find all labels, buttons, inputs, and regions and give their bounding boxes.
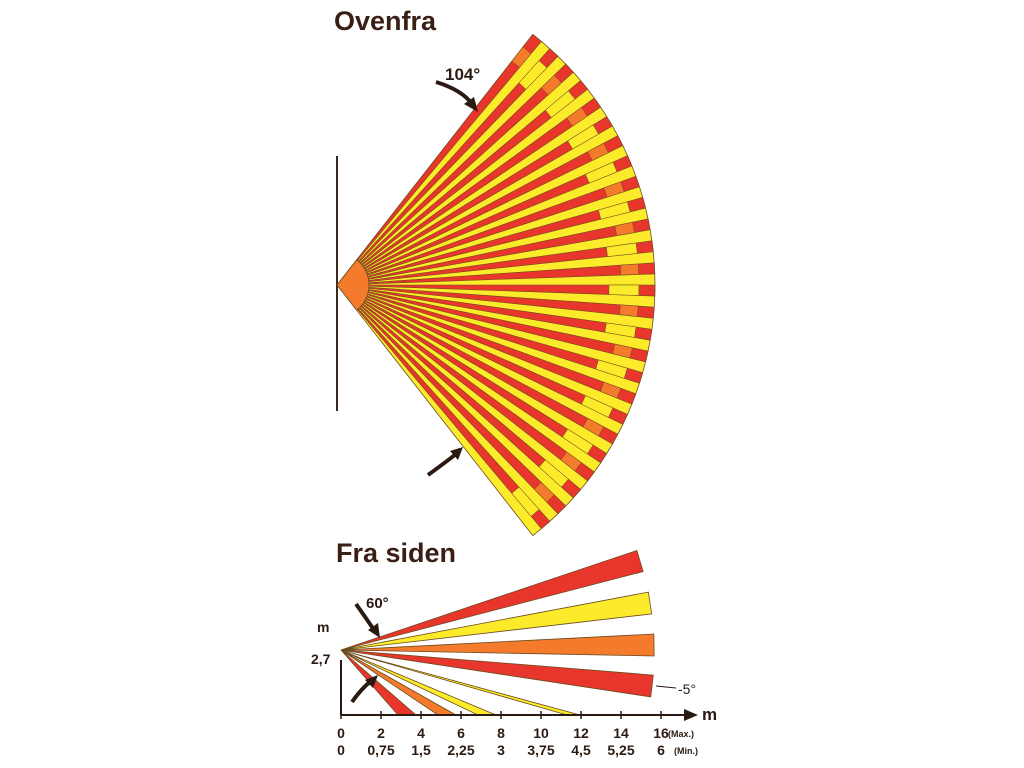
fan-rim-block	[533, 481, 555, 503]
fan-rim-block	[608, 284, 640, 296]
fan-beam-red	[336, 284, 655, 319]
fan-beam-red	[336, 116, 613, 286]
fan-beam-red	[336, 284, 582, 499]
fan-rim-block	[612, 343, 633, 359]
min-tick-label: 6	[657, 742, 665, 758]
fan-beam-red	[336, 155, 633, 286]
fan-rim-block	[619, 304, 639, 317]
fan-beam-red	[336, 240, 654, 286]
fan-beam-red	[336, 284, 628, 425]
min-tick-label: 5,25	[607, 742, 634, 758]
fan-rim-block	[511, 486, 540, 517]
max-tick-label: 14	[613, 725, 629, 741]
fan-rim-block	[545, 90, 576, 118]
fan-rim-block	[595, 359, 628, 379]
top-view-fan	[336, 33, 656, 537]
min-tick-label: 2,25	[447, 742, 474, 758]
max-tick-label: 4	[417, 725, 425, 741]
fan-beam-red	[336, 196, 646, 286]
fan-beam-red	[336, 33, 542, 286]
min-tick-label: 4,5	[571, 742, 591, 758]
fan-rim-block	[540, 74, 562, 96]
fan-rim-block	[562, 428, 594, 455]
max-tick-label: 0	[337, 725, 345, 741]
fan-rim-block	[581, 395, 614, 418]
min-tick-label: 0,75	[367, 742, 394, 758]
min-tick-label: 0	[337, 742, 345, 758]
fan-rim-block	[538, 459, 569, 488]
fan-rim-block	[587, 142, 609, 161]
fan-rim-block	[585, 161, 618, 184]
fan-rim-block	[518, 60, 548, 90]
max-tick-label: 2	[377, 725, 385, 741]
min-tick-label: 3	[497, 742, 505, 758]
fan-rim-block	[603, 181, 625, 198]
fan-rim-block	[604, 322, 637, 338]
fan-beam-red	[336, 284, 619, 445]
fan-beam-red	[336, 284, 595, 482]
fan-rim-block	[511, 46, 532, 68]
fan-beam-red	[336, 63, 574, 286]
fan-rim-block	[567, 124, 599, 150]
side-beam-2	[340, 591, 653, 651]
angle-arrow-top	[435, 80, 474, 106]
fan-rim-block	[599, 381, 622, 399]
min-tick-label: 1,5	[411, 742, 431, 758]
side-angle-arrowhead-bottom	[365, 675, 378, 688]
min-tick-label: 3,75	[527, 742, 554, 758]
tilt-callout-line	[655, 685, 677, 689]
distance-axis-arrowhead	[684, 709, 698, 721]
fan-beam-red	[336, 284, 644, 384]
side-beam-3	[340, 633, 655, 657]
max-tick-label: 12	[573, 725, 589, 741]
fan-beam-red	[336, 97, 602, 286]
min-row-label: (Min.)	[674, 746, 698, 756]
distance-unit-label: m	[702, 705, 717, 724]
fan-beam-red	[336, 284, 608, 464]
side-angle-arrow-bottom	[350, 680, 372, 704]
fan-rim-block	[582, 417, 604, 437]
fan-beam-red	[336, 284, 649, 363]
fan-beam-red	[336, 284, 653, 341]
max-tick-label: 16	[653, 725, 669, 741]
angle-arrowhead-bottom	[450, 447, 463, 460]
max-tick-label: 10	[533, 725, 549, 741]
side-view-beams	[340, 549, 655, 716]
fan-rim-block	[560, 451, 582, 472]
angle-arrowhead-top	[464, 97, 478, 112]
fan-beam-red	[336, 80, 589, 286]
angle-arrow-bottom	[426, 452, 458, 477]
side-beam-4	[340, 649, 654, 698]
fan-rim-block	[620, 263, 640, 276]
fan-rim-block	[606, 242, 638, 257]
side-angle-label: 60°	[366, 595, 389, 612]
max-row-label: (Max.)	[668, 729, 694, 739]
fan-beam-red	[336, 284, 551, 530]
fan-beam-red	[336, 48, 559, 286]
fan-rim-block	[566, 107, 588, 127]
side-angle-arrowhead-top	[368, 623, 380, 638]
fan-beam-red	[336, 218, 651, 286]
max-tick-label: 8	[497, 725, 505, 741]
side-beam-1	[340, 549, 644, 651]
fan-beam-red	[336, 262, 656, 286]
fan-beam-red	[336, 284, 637, 405]
height-value-label: 2,7	[311, 651, 331, 667]
fan-beam-red	[336, 135, 624, 286]
fan-beam-red	[336, 284, 656, 297]
tilt-label: -5°	[678, 681, 696, 697]
sensor-origin-wedge	[336, 259, 370, 311]
height-unit-label: m	[317, 619, 329, 635]
fan-beam-red	[336, 284, 567, 515]
fan-beam-red	[336, 175, 640, 286]
fan-rim-block	[598, 201, 631, 220]
fan-rim-block	[614, 221, 635, 236]
max-tick-label: 6	[457, 725, 465, 741]
top-angle-label: 104°	[445, 65, 480, 84]
top-view-title: Ovenfra	[334, 6, 437, 36]
side-view-title: Fra siden	[336, 538, 457, 568]
